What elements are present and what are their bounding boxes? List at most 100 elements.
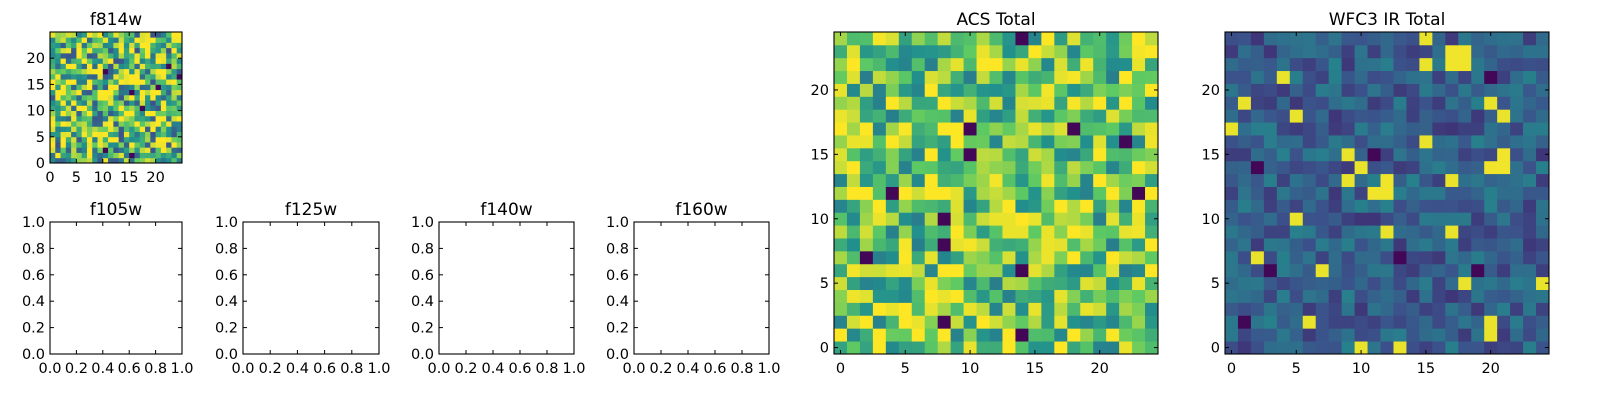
heatmap-cell	[65, 115, 72, 122]
y-tick-label: 10	[27, 104, 45, 120]
heatmap-cell	[924, 96, 939, 110]
heatmap-cell	[1145, 276, 1159, 290]
heatmap-cell	[1093, 44, 1107, 59]
heatmap-cell	[1067, 328, 1081, 342]
heatmap-cell	[1497, 328, 1511, 342]
heatmap-cell	[171, 121, 178, 127]
heatmap-cell	[937, 44, 952, 59]
heatmap-cell	[1080, 199, 1094, 213]
heatmap-cell	[1263, 186, 1278, 200]
heatmap-cell	[123, 68, 130, 75]
heatmap-cell	[937, 212, 952, 226]
heatmap-cell	[1445, 135, 1459, 149]
heatmap-cell	[134, 58, 141, 64]
heatmap-cell	[55, 73, 61, 80]
heatmap-cell	[1263, 122, 1278, 136]
heatmap-cell	[1289, 199, 1304, 213]
heatmap-cell	[1145, 135, 1159, 149]
heatmap-cell	[1445, 238, 1459, 252]
heatmap-cell	[129, 142, 135, 148]
heatmap-cell	[1289, 70, 1304, 84]
heatmap-cell	[150, 121, 156, 127]
heatmap-cell	[145, 63, 151, 70]
heatmap-cell	[1119, 122, 1133, 136]
heatmap-cell	[1263, 135, 1278, 149]
heatmap-cell	[1028, 135, 1042, 149]
heatmap-cell	[1276, 83, 1291, 97]
heatmap-cell	[113, 136, 120, 143]
heatmap-cell	[1458, 225, 1472, 239]
heatmap-cell	[139, 115, 146, 122]
heatmap-cell	[1328, 96, 1343, 110]
heatmap-cell	[846, 160, 861, 175]
heatmap-cell	[81, 142, 88, 148]
heatmap-cell	[150, 73, 156, 80]
heatmap-cell	[1406, 173, 1420, 187]
heatmap-cell	[1523, 57, 1537, 72]
heatmap-cell	[166, 94, 172, 101]
heatmap-cell	[60, 136, 67, 143]
heatmap-cell	[1145, 341, 1159, 355]
heatmap-cell	[834, 57, 848, 72]
heatmap-cell	[1458, 238, 1472, 252]
heatmap-cell	[1237, 238, 1252, 252]
heatmap-cell	[160, 32, 167, 38]
heatmap-cell	[108, 142, 114, 148]
heatmap-cell	[1067, 147, 1081, 162]
heatmap-cell	[1276, 225, 1291, 239]
heatmap-cell	[86, 68, 93, 75]
heatmap-cell	[108, 105, 114, 111]
heatmap-cell	[1471, 109, 1485, 123]
heatmap-cell	[846, 238, 861, 252]
heatmap-cell	[859, 302, 874, 316]
heatmap-cell	[1015, 109, 1029, 123]
heatmap-cell	[1471, 263, 1485, 278]
heatmap-cell	[1080, 250, 1094, 265]
heatmap-cell	[937, 341, 952, 355]
heatmap-cell	[1484, 70, 1498, 84]
x-tick-label: 10	[94, 170, 112, 186]
heatmap-cell	[1106, 238, 1120, 252]
heatmap-cell	[118, 121, 125, 127]
heatmap-cell	[1067, 250, 1081, 265]
heatmap-cell	[176, 52, 183, 59]
heatmap-cell	[145, 131, 151, 138]
heatmap-cell	[1445, 32, 1459, 46]
heatmap-cell	[1419, 173, 1433, 187]
heatmap-cell	[963, 109, 977, 123]
heatmap-cell	[1250, 276, 1265, 290]
heatmap-cell	[1289, 147, 1304, 162]
heatmap-cell	[71, 142, 77, 148]
y-tick-label: 1.0	[606, 215, 629, 231]
panel-title: f125w	[285, 200, 337, 220]
heatmap-cell	[1367, 160, 1381, 175]
heatmap-cell	[113, 52, 120, 59]
x-tick-label: 0.0	[38, 361, 61, 377]
heatmap-cell	[1225, 186, 1239, 200]
heatmap-cell	[123, 126, 130, 132]
heatmap-cell	[1263, 32, 1278, 46]
heatmap-cell	[145, 42, 151, 49]
heatmap-cell	[1432, 57, 1446, 72]
heatmap-cell	[1510, 250, 1524, 265]
heatmap-cell	[1093, 70, 1107, 84]
heatmap-cell	[898, 122, 913, 136]
heatmap-cell	[118, 84, 125, 91]
heatmap-cell	[1367, 250, 1381, 265]
heatmap-cell	[1250, 315, 1265, 329]
heatmap-cell	[1250, 199, 1265, 213]
heatmap-cell	[1458, 32, 1472, 46]
heatmap-cell	[872, 225, 887, 239]
heatmap-cell	[872, 173, 887, 187]
heatmap-cell	[86, 147, 93, 153]
heatmap-cell	[92, 110, 98, 117]
heatmap-cell	[1225, 160, 1239, 175]
heatmap-cell	[65, 52, 72, 59]
heatmap-cell	[97, 121, 104, 127]
heatmap-cell	[950, 341, 964, 355]
heatmap-cell	[1406, 250, 1420, 265]
heatmap-cell	[1015, 96, 1029, 110]
heatmap-cell	[976, 109, 990, 123]
heatmap-cell	[1263, 83, 1278, 97]
